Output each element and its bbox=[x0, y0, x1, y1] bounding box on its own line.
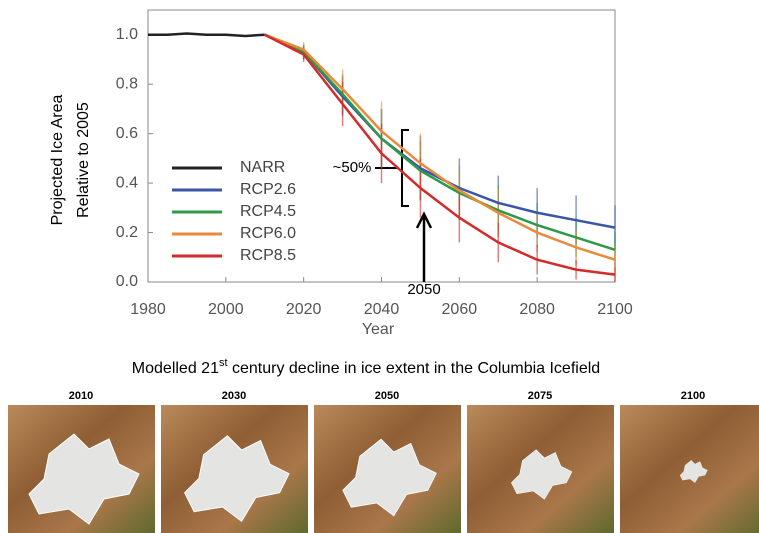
x-tick-label: 2080 bbox=[519, 301, 555, 318]
x-tick-label: 2100 bbox=[597, 301, 633, 318]
chart: Projected Ice Area Relative to 2005 Year… bbox=[0, 0, 759, 533]
legend-label: RCP8.5 bbox=[240, 247, 296, 264]
panel-label: 2030 bbox=[222, 390, 246, 402]
legend-label: RCP4.5 bbox=[240, 203, 296, 220]
annotation: 2050 bbox=[407, 281, 440, 298]
panel-label: 2100 bbox=[681, 390, 705, 402]
y-tick-label: 0.0 bbox=[116, 273, 138, 290]
x-tick-label: 1980 bbox=[130, 301, 166, 318]
legend-label: RCP6.0 bbox=[240, 225, 296, 242]
x-tick-label: 2000 bbox=[208, 301, 244, 318]
title-part: century decline in ice extent in the Col… bbox=[228, 360, 601, 377]
series-line bbox=[265, 35, 615, 275]
panel-label: 2075 bbox=[528, 390, 552, 402]
panel-label: 2050 bbox=[375, 390, 399, 402]
y-tick-label: 0.8 bbox=[116, 75, 138, 92]
title-superscript: st bbox=[219, 357, 228, 369]
x-tick-label: 2020 bbox=[286, 301, 322, 318]
x-tick-label: 2060 bbox=[442, 301, 478, 318]
x-axis-label: Year bbox=[362, 321, 395, 338]
x-tick-label: 2040 bbox=[364, 301, 400, 318]
legend-label: RCP2.6 bbox=[240, 181, 296, 198]
annotation: ~50% bbox=[333, 159, 372, 176]
panel-label: 2010 bbox=[69, 390, 93, 402]
legend-label: NARR bbox=[240, 159, 285, 176]
figure-title: Modelled 21st century decline in ice ext… bbox=[132, 357, 600, 377]
y-axis-label: Projected Ice Area bbox=[49, 95, 66, 226]
arrow bbox=[417, 214, 431, 282]
title-part: Modelled 21 bbox=[132, 360, 219, 377]
y-axis-label: Relative to 2005 bbox=[75, 102, 92, 218]
y-tick-label: 0.6 bbox=[116, 125, 138, 142]
y-tick-label: 1.0 bbox=[116, 26, 138, 43]
page: Projected Ice Area Relative to 2005 Year… bbox=[0, 0, 759, 533]
y-tick-label: 0.4 bbox=[116, 174, 138, 191]
series-line bbox=[148, 33, 265, 35]
y-tick-label: 0.2 bbox=[116, 224, 138, 241]
